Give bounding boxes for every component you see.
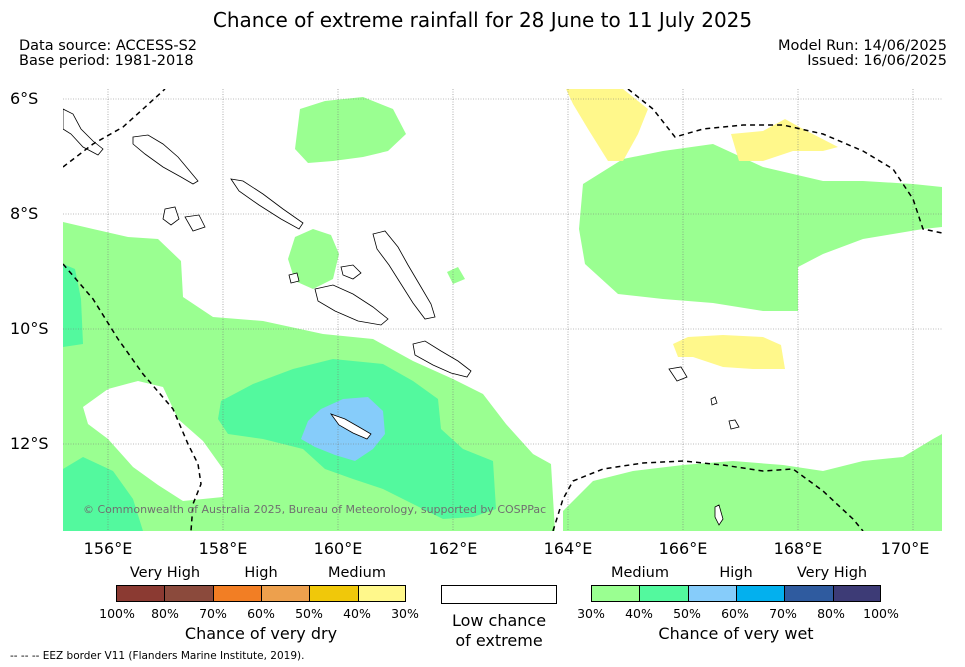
- wet-tick: 50%: [673, 606, 701, 621]
- data-source: Data source: ACCESS-S2: [19, 38, 198, 54]
- dry-medium-regions: [566, 89, 838, 369]
- wet-tick: 40%: [625, 606, 653, 621]
- island-makira: [412, 340, 472, 378]
- region-left-edge: [63, 264, 83, 347]
- eez-segment-west: [63, 263, 202, 531]
- dry-tick: 100%: [99, 606, 135, 621]
- wet-tick: 80%: [817, 606, 845, 621]
- island-vanuatu-north: [714, 504, 724, 526]
- dry-swatch: [309, 585, 358, 602]
- dry-tick: 40%: [343, 606, 371, 621]
- lon-label-170e: 170°E: [880, 539, 930, 558]
- dry-tick: 50%: [295, 606, 323, 621]
- lon-label-160e: 160°E: [313, 539, 363, 558]
- region-top-center: [295, 97, 406, 163]
- dry-colorbar: [116, 585, 406, 602]
- region-blue: [301, 397, 385, 461]
- wet-tick: 30%: [577, 606, 605, 621]
- graticule: [63, 89, 942, 531]
- wet-cat-high: High: [719, 565, 753, 581]
- low-chance-line1: Low chance: [451, 611, 547, 630]
- wet-cat-medium: Medium: [611, 565, 669, 581]
- island-santa-isabel: [230, 178, 304, 230]
- dry-swatch: [212, 585, 261, 602]
- lat-label-10s: 10°S: [10, 319, 49, 338]
- dry-legend-title: Chance of very dry: [184, 624, 338, 643]
- wet-swatch: [591, 585, 640, 602]
- island-santa-cruz-b: [710, 396, 718, 406]
- issued-date: Issued: 16/06/2025: [807, 53, 947, 69]
- island-vanikoro: [728, 419, 740, 430]
- lon-label-162e: 162°E: [428, 539, 478, 558]
- island-new-georgia-a: [162, 206, 180, 226]
- lat-label-6s: 6°S: [10, 89, 39, 108]
- hole-lower-left: [83, 381, 223, 501]
- wet-swatch: [639, 585, 688, 602]
- lon-label-158e: 158°E: [198, 539, 248, 558]
- region-lower-right: [563, 434, 942, 531]
- wet-tick: 100%: [863, 606, 899, 621]
- dry-swatch: [261, 585, 310, 602]
- region-small-spot: [447, 267, 465, 284]
- dry-swatch: [116, 585, 165, 602]
- dry-swatch: [164, 585, 213, 602]
- lon-label-168e: 168°E: [773, 539, 823, 558]
- dry-right-top: [731, 119, 838, 161]
- dry-center: [673, 335, 785, 369]
- low-chance-holes: [83, 381, 223, 501]
- dry-swatch: [357, 585, 406, 602]
- dry-cat-high: High: [244, 565, 278, 581]
- wet-cat-very-high: Very High: [796, 565, 868, 581]
- wet-tick: 70%: [769, 606, 797, 621]
- lon-label-164e: 164°E: [543, 539, 593, 558]
- model-run: Model Run: 14/06/2025: [777, 38, 947, 54]
- wet-high-region: [301, 397, 385, 461]
- island-guadalcanal: [314, 284, 389, 326]
- eez-footnote: -- -- -- EEZ border V11 (Flanders Marine…: [10, 650, 305, 662]
- eez-segment-east: [627, 89, 942, 234]
- low-chance-label: Low chance of extreme: [420, 611, 578, 651]
- dry-cat-medium: Medium: [328, 565, 386, 581]
- eez-segment-north: [63, 89, 166, 168]
- dry-tick: 30%: [391, 606, 419, 621]
- dry-tick: 70%: [199, 606, 227, 621]
- wet-swatch: [832, 585, 881, 602]
- dry-top: [566, 89, 648, 161]
- low-chance-line2: of extreme: [455, 631, 543, 650]
- wet-tick: 60%: [721, 606, 749, 621]
- lon-label-166e: 166°E: [658, 539, 708, 558]
- lon-label-156e: 156°E: [83, 539, 133, 558]
- wet-swatch: [784, 585, 833, 602]
- region-island-blob: [288, 229, 339, 289]
- base-period: Base period: 1981-2018: [19, 53, 194, 69]
- metadata-right: Model Run: 14/06/2025 Issued: 16/06/2025: [778, 39, 947, 69]
- metadata-left: Data source: ACCESS-S2 Base period: 1981…: [19, 39, 197, 69]
- low-chance-swatch: [441, 585, 557, 604]
- island-santa-cruz-a: [668, 366, 688, 382]
- wet-swatch: [687, 585, 736, 602]
- wet-legend-title: Chance of very wet: [658, 624, 814, 643]
- rainfall-map: [63, 89, 942, 531]
- dry-cat-very-high: Very High: [129, 565, 201, 581]
- island-florida: [340, 264, 362, 280]
- wet-swatch: [736, 585, 785, 602]
- region-right-large: [579, 144, 942, 311]
- island-choiseul: [132, 134, 199, 185]
- island-russell: [288, 272, 300, 284]
- dry-tick: 80%: [151, 606, 179, 621]
- dry-tick: 60%: [247, 606, 275, 621]
- wet-colorbar: [591, 585, 881, 602]
- island-rennell: [329, 413, 372, 440]
- eez-border: [63, 89, 942, 531]
- island-malaita: [372, 230, 436, 320]
- lat-label-8s: 8°S: [10, 204, 39, 223]
- island-new-georgia-b: [184, 214, 206, 232]
- map-title: Chance of extreme rainfall for 28 June t…: [212, 8, 753, 32]
- lat-label-12s: 12°S: [10, 434, 49, 453]
- region-bottom-left: [63, 457, 143, 531]
- copyright-notice: © Commonwealth of Australia 2025, Bureau…: [83, 503, 547, 516]
